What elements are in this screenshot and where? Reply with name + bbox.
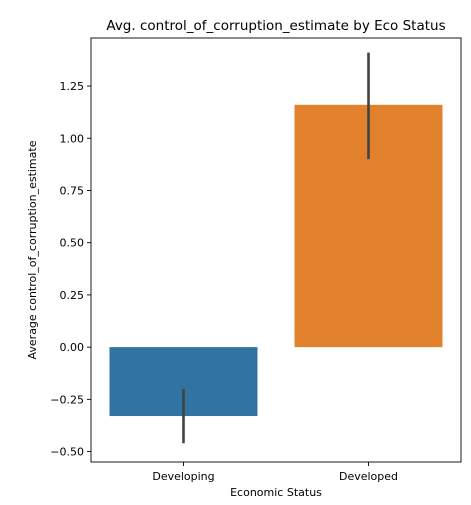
y-tick-label: 1.00: [60, 132, 85, 145]
y-tick-label: 0.25: [60, 289, 85, 302]
error-bars-group: [182, 52, 370, 444]
x-tick-label: Developing: [152, 470, 214, 483]
x-axis-label: Economic Status: [230, 486, 322, 499]
y-tick-label: −0.25: [50, 393, 84, 406]
y-axis-label: Average control_of_corruption_estimate: [26, 140, 39, 359]
y-tick-label: 0.50: [60, 237, 85, 250]
y-tick-label: 0.00: [60, 341, 85, 354]
y-tick-label: 1.25: [60, 80, 85, 93]
bars-group: [109, 104, 443, 417]
x-axis-ticks: Developing Developed: [152, 462, 398, 483]
plot-frame: [90, 37, 462, 463]
y-axis-ticks: −0.50 −0.25 0.00 0.25 0.50 0.75 1.00 1.25: [50, 80, 91, 459]
chart-title: Avg. control_of_corruption_estimate by E…: [106, 18, 445, 34]
y-tick-label: 0.75: [60, 184, 85, 197]
y-tick-label: −0.50: [50, 446, 84, 459]
x-tick-label: Developed: [339, 470, 398, 483]
